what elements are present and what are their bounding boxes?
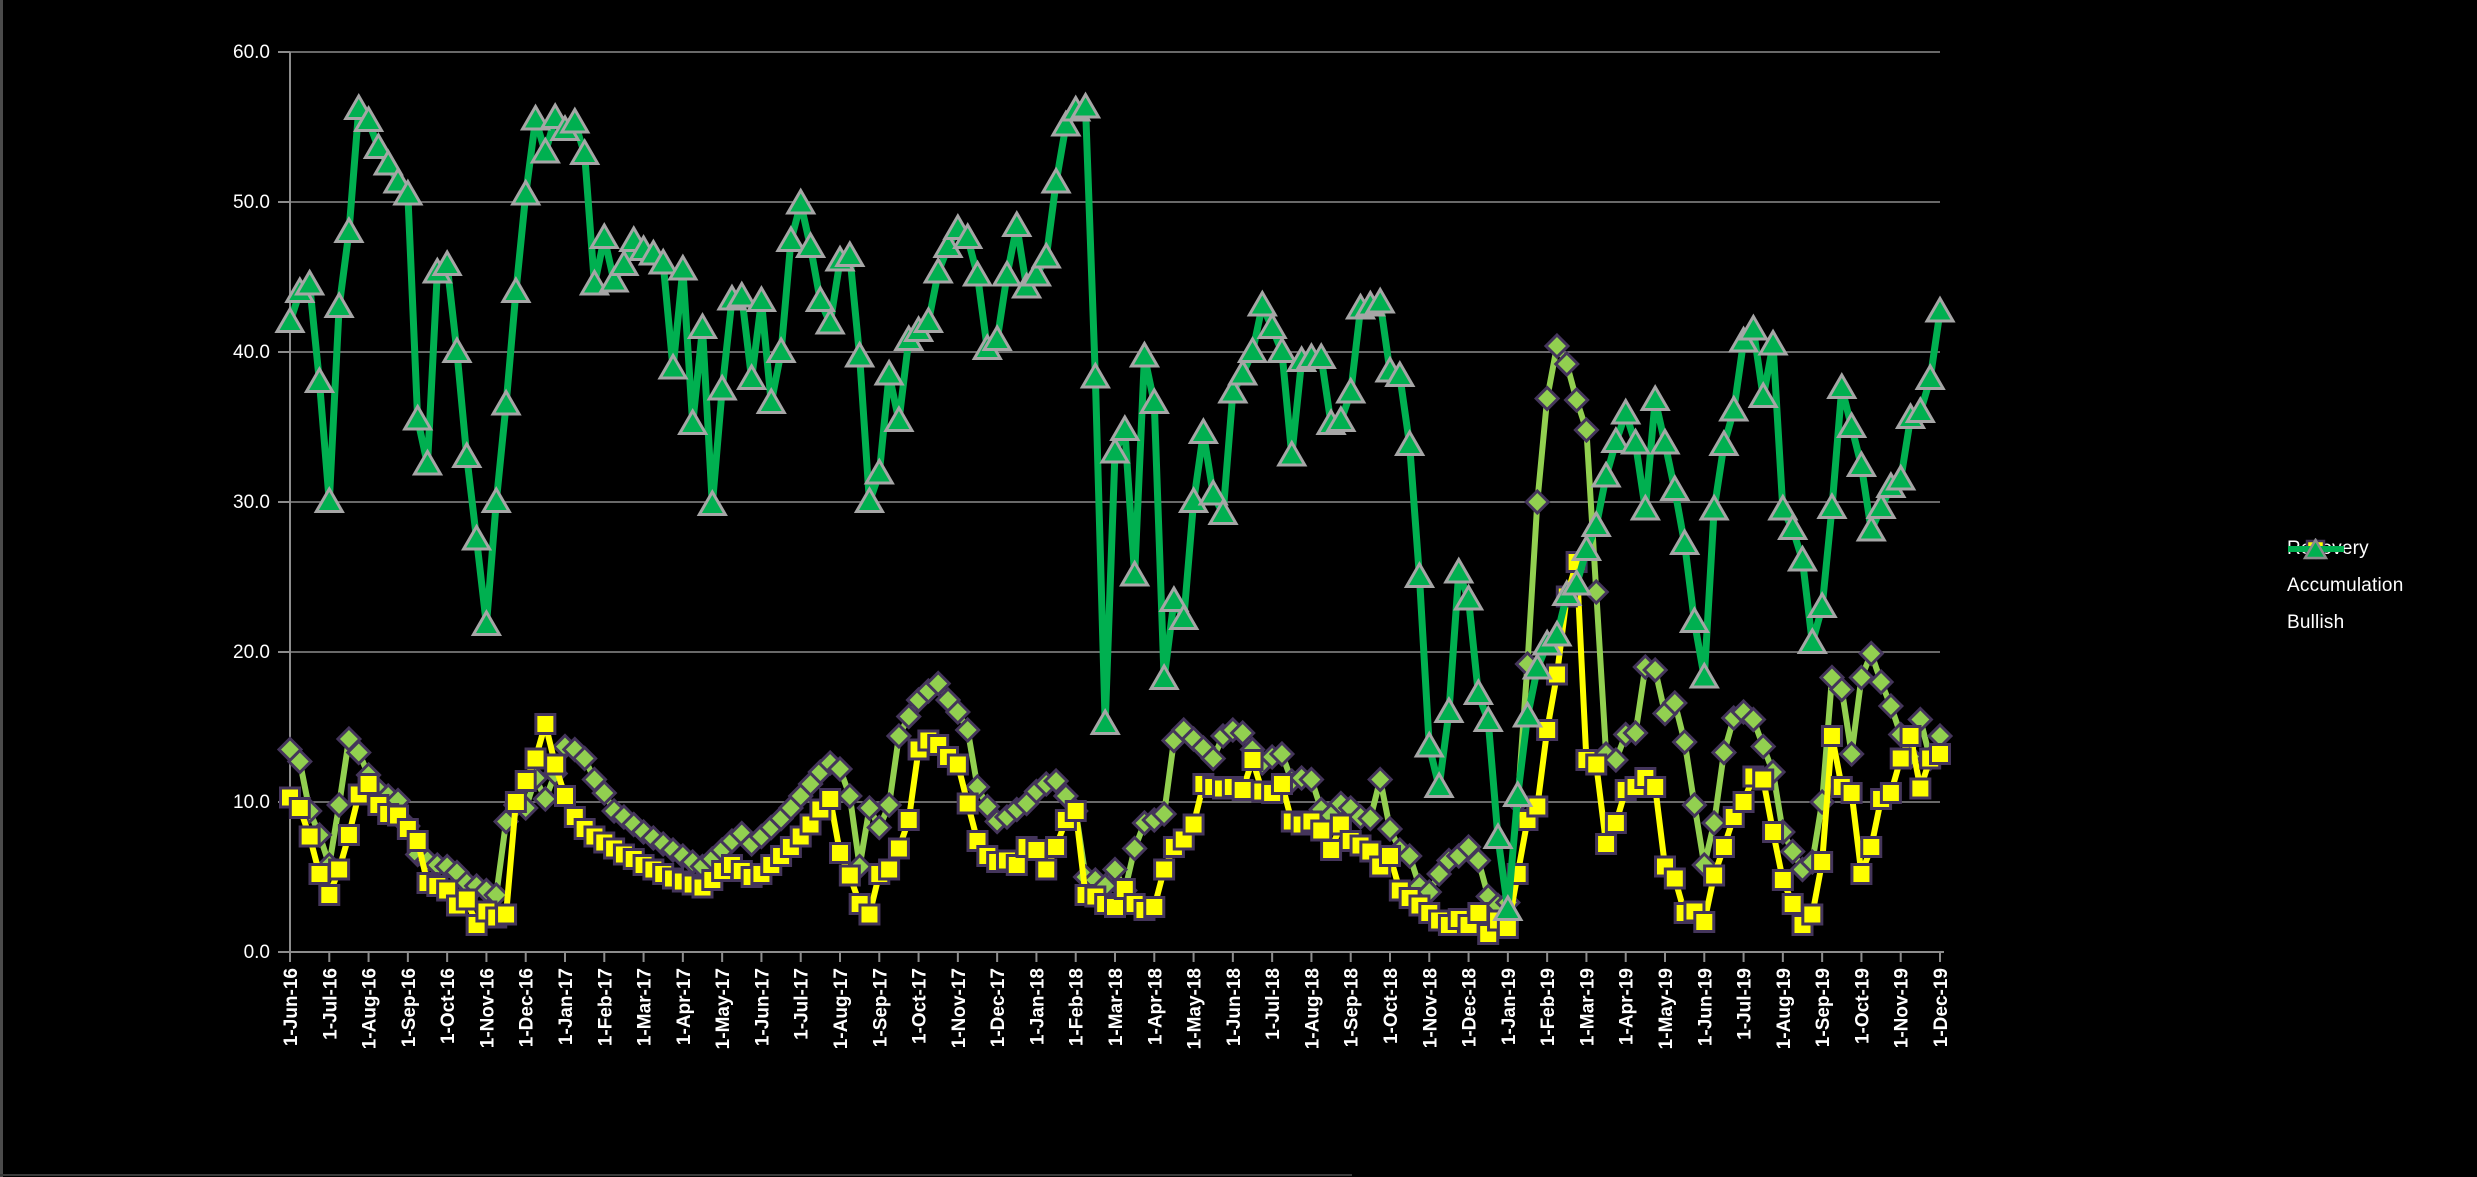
x-tick-label: 1-Jun-16 [281, 968, 302, 1046]
y-tick-label: 20.0 [233, 642, 270, 663]
y-tick-label: 10.0 [233, 792, 270, 813]
x-tick-label: 1-Dec-19 [1931, 968, 1952, 1047]
x-tick-label: 1-Oct-18 [1381, 968, 1402, 1044]
chart-legend: Recovery Accumulation Bullish [2287, 538, 2403, 634]
x-tick-label: 1-Apr-19 [1617, 968, 1638, 1045]
x-tick-label: 1-Sep-16 [399, 968, 420, 1047]
x-tick-label: 1-Mar-17 [635, 968, 656, 1046]
x-tick-label: 1-Apr-18 [1145, 968, 1166, 1045]
x-tick-label: 1-Jun-17 [752, 968, 773, 1046]
x-tick-label: 1-Oct-17 [910, 968, 931, 1044]
x-tick-label: 1-Sep-19 [1813, 968, 1834, 1047]
x-tick-label: 1-Feb-18 [1067, 968, 1088, 1046]
x-tick-label: 1-May-19 [1656, 968, 1677, 1049]
y-axis-labels: 0.0 10.0 20.0 30.0 40.0 50.0 60.0 [233, 42, 270, 963]
window-bottom-edge [0, 1174, 1352, 1176]
x-tick-label: 1-Dec-16 [517, 968, 538, 1047]
gridlines [290, 51, 1940, 803]
y-tick-label: 60.0 [233, 42, 270, 63]
legend-label-accumulation: Accumulation [2287, 575, 2404, 596]
y-tick-label: 40.0 [233, 342, 270, 363]
x-tick-label: 1-Oct-16 [438, 968, 459, 1044]
x-tick-label: 1-Jul-16 [320, 968, 341, 1040]
x-tick-label: 1-Nov-18 [1420, 968, 1441, 1048]
y-tick-label: 50.0 [233, 192, 270, 213]
series-bullish [274, 91, 1956, 921]
x-tick-label: 1-Jul-19 [1735, 968, 1756, 1040]
x-tick-label: 1-Mar-19 [1577, 968, 1598, 1046]
x-tick-label: 1-May-17 [713, 968, 734, 1049]
x-tick-label: 1-Sep-18 [1342, 968, 1363, 1047]
x-tick-label: 1-Jun-18 [1224, 968, 1245, 1046]
x-tick-label: 1-Jan-19 [1499, 968, 1520, 1045]
x-tick-label: 1-Jul-18 [1263, 968, 1284, 1040]
legend-item-bullish[interactable]: Bullish [2287, 538, 2403, 634]
x-tick-label: 1-Jul-17 [792, 968, 813, 1040]
bullish-marker-icon [2288, 538, 2344, 560]
x-axis-labels: 1-Jun-16 1-Jul-16 1-Aug-16 1-Sep-16 1-Oct-16… [281, 968, 1952, 1049]
x-tick-label: 1-Dec-18 [1460, 968, 1481, 1047]
x-tick-label: 1-Feb-17 [595, 968, 616, 1046]
x-tick-label: 1-Nov-16 [477, 968, 498, 1048]
x-tick-label: 1-Nov-17 [949, 968, 970, 1048]
x-tick-label: 1-Mar-18 [1106, 968, 1127, 1046]
x-tick-label: 1-Aug-17 [831, 968, 852, 1049]
x-tick-label: 1-Sep-17 [870, 968, 891, 1047]
y-tick-label: 0.0 [244, 942, 270, 963]
x-tick-label: 1-Nov-19 [1892, 968, 1913, 1048]
y-tick-label: 30.0 [233, 492, 270, 513]
x-tick-label: 1-Jan-18 [1027, 968, 1048, 1045]
x-tick-label: 1-Feb-19 [1538, 968, 1559, 1046]
window-left-edge [0, 0, 3, 1177]
x-tick-label: 1-May-18 [1185, 968, 1206, 1049]
x-tick-label: 1-Jan-17 [556, 968, 577, 1045]
x-tick-label: 1-Apr-17 [674, 968, 695, 1045]
series-accumulation [279, 551, 1951, 945]
x-tick-label: 1-Jun-19 [1695, 968, 1716, 1046]
legend-label-bullish: Bullish [2287, 612, 2345, 633]
x-tick-label: 1-Aug-18 [1302, 968, 1323, 1049]
x-tick-label: 1-Dec-17 [988, 968, 1009, 1047]
x-tick-label: 1-Aug-16 [360, 968, 381, 1049]
legend-item-accumulation[interactable]: Accumulation [2287, 539, 2404, 597]
x-tick-label: 1-Oct-19 [1852, 968, 1873, 1044]
x-tick-label: 1-Aug-19 [1774, 968, 1795, 1049]
